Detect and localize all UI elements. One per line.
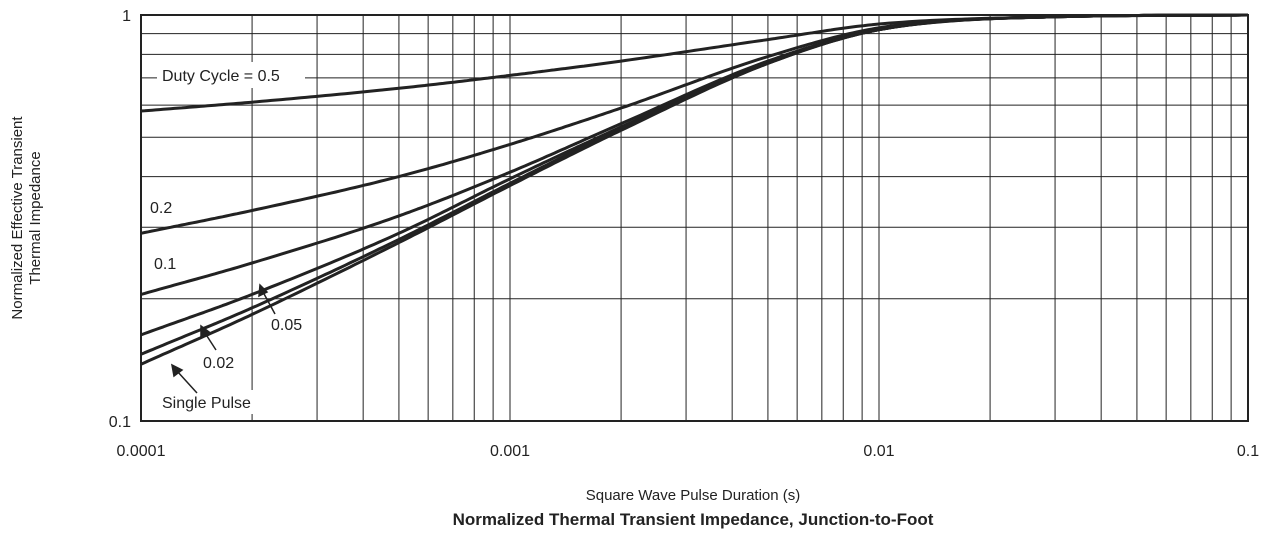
y-axis-title-line2: Thermal Impedance — [27, 151, 44, 284]
label-single-pulse: Single Pulse — [162, 395, 251, 412]
single-pulse-label-bg — [157, 390, 275, 414]
curve-0-2 — [140, 13, 1248, 235]
arrow-0-05 — [262, 291, 276, 315]
chart-title: Normalized Thermal Transient Impedance, … — [453, 510, 934, 529]
label-duty-0-05: 0.05 — [271, 317, 302, 334]
x-tick-labels: 0.0001 0.001 0.01 0.1 — [117, 443, 1260, 460]
x-tick-label: 0.1 — [1237, 443, 1259, 460]
plot-frame — [140, 14, 1249, 422]
arrowhead-single-pulse — [170, 363, 184, 378]
label-duty-0-02: 0.02 — [203, 355, 234, 372]
y-tick-label: 1 — [122, 8, 131, 25]
arrowhead-0-05 — [258, 283, 269, 298]
arrowhead-0-02 — [200, 324, 211, 339]
curve-0-02 — [140, 13, 1248, 356]
grid — [141, 15, 1248, 421]
label-duty-0-2: 0.2 — [150, 200, 172, 217]
curve-0-1 — [140, 13, 1248, 296]
arrow-0-02 — [204, 332, 217, 351]
label-duty-0-5: Duty Cycle = 0.5 — [162, 68, 280, 85]
arrow-single-pulse — [176, 370, 198, 394]
y-tick-labels: 0.11 — [109, 8, 131, 431]
y-axis-title-line1: Normalized Effective Transient — [9, 116, 26, 320]
curve-single-pulse — [140, 13, 1248, 366]
x-tick-label: 0.001 — [490, 443, 530, 460]
x-tick-label: 0.0001 — [117, 443, 166, 460]
x-axis-title: Square Wave Pulse Duration (s) — [586, 487, 801, 504]
duty-label-bg — [157, 62, 305, 88]
x-tick-label: 0.01 — [863, 443, 894, 460]
label-duty-0-1: 0.1 — [154, 256, 176, 273]
curves — [140, 13, 1249, 366]
y-tick-label: 0.1 — [109, 414, 131, 431]
